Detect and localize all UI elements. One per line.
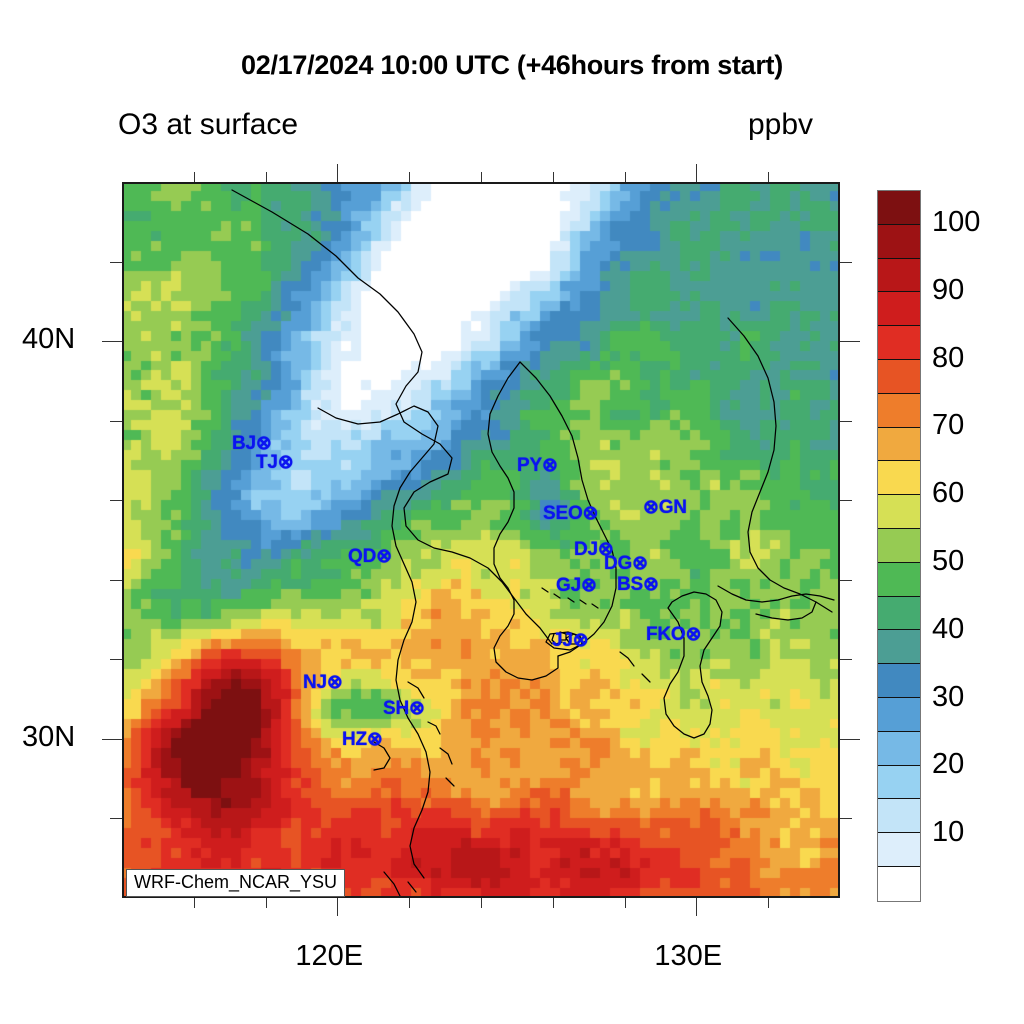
lon-tick bbox=[696, 164, 698, 182]
colorbar-band bbox=[878, 664, 920, 698]
city-marker-dg: DG⊗ bbox=[604, 553, 648, 574]
lat-tick bbox=[110, 420, 122, 422]
lat-tick bbox=[110, 659, 122, 661]
lon-tick bbox=[409, 172, 411, 182]
city-marker-py: PY⊗ bbox=[517, 455, 558, 476]
colorbar-band bbox=[878, 630, 920, 665]
city-marker-tj: TJ⊗ bbox=[256, 452, 294, 473]
lat-tick bbox=[840, 500, 852, 502]
lon-axis-label: 120E bbox=[295, 940, 364, 972]
lat-tick bbox=[110, 818, 122, 820]
colorbar-tick-label: 80 bbox=[932, 341, 965, 374]
lat-tick bbox=[110, 579, 122, 581]
colorbar-tick-label: 50 bbox=[932, 544, 965, 577]
model-tag: WRF-Chem_NCAR_YSU bbox=[126, 869, 346, 897]
lon-tick bbox=[193, 172, 195, 182]
colorbar-band bbox=[878, 562, 920, 597]
lon-tick bbox=[337, 898, 339, 916]
lon-axis-label: 130E bbox=[654, 940, 723, 972]
city-marker-jj: JJ⊗ bbox=[552, 630, 589, 651]
lat-axis-label: 40N bbox=[22, 323, 76, 356]
colorbar-band bbox=[878, 258, 920, 293]
colorbar-band bbox=[878, 697, 920, 732]
city-marker-sh: SH⊗ bbox=[383, 698, 425, 719]
colorbar-band bbox=[878, 224, 920, 259]
lat-tick bbox=[840, 818, 852, 820]
colorbar-tick-label: 20 bbox=[932, 748, 965, 781]
lon-tick bbox=[552, 898, 554, 908]
lon-tick bbox=[624, 172, 626, 182]
colorbar-band bbox=[878, 596, 920, 631]
lat-tick bbox=[102, 341, 122, 343]
lat-tick bbox=[840, 659, 852, 661]
lon-tick bbox=[624, 898, 626, 908]
ozone-heatmap-field bbox=[122, 182, 840, 898]
city-marker-hz: HZ⊗ bbox=[342, 729, 383, 750]
colorbar bbox=[877, 190, 921, 902]
city-marker-bs: BS⊗ bbox=[617, 574, 659, 595]
city-marker-nj: NJ⊗ bbox=[303, 672, 343, 693]
lon-tick bbox=[265, 172, 267, 182]
city-marker-seo: SEO⊗ bbox=[543, 503, 599, 524]
lat-tick bbox=[840, 261, 852, 263]
lat-tick bbox=[110, 261, 122, 263]
colorbar-tick-label: 10 bbox=[932, 816, 965, 849]
colorbar-tick-label: 60 bbox=[932, 477, 965, 510]
lon-tick bbox=[193, 898, 195, 908]
lat-tick bbox=[840, 341, 860, 343]
colorbar-band bbox=[878, 833, 920, 867]
colorbar-band bbox=[878, 292, 920, 327]
city-marker-qd: QD⊗ bbox=[348, 546, 392, 567]
colorbar-tick-label: 70 bbox=[932, 409, 965, 442]
lat-tick bbox=[840, 420, 852, 422]
colorbar-tick-label: 40 bbox=[932, 612, 965, 645]
colorbar-band bbox=[878, 731, 920, 766]
colorbar-band bbox=[878, 359, 920, 394]
coastline-overlay bbox=[231, 189, 835, 897]
colorbar-band bbox=[878, 326, 920, 360]
lon-tick bbox=[552, 172, 554, 182]
lat-tick bbox=[102, 738, 122, 740]
lat-tick bbox=[110, 500, 122, 502]
lon-tick bbox=[481, 898, 482, 908]
city-marker-gj: GJ⊗ bbox=[556, 575, 597, 596]
colorbar-band bbox=[878, 495, 920, 529]
units-label: ppbv bbox=[748, 108, 814, 141]
colorbar-band bbox=[878, 765, 920, 800]
lat-axis-label: 30N bbox=[22, 720, 76, 753]
map-plot-area bbox=[122, 182, 840, 898]
colorbar-band bbox=[878, 799, 920, 834]
lon-tick bbox=[768, 898, 770, 908]
colorbar-band bbox=[878, 427, 920, 462]
lat-tick bbox=[840, 738, 860, 740]
lon-tick bbox=[337, 164, 339, 182]
lon-tick bbox=[265, 898, 267, 908]
lat-tick bbox=[840, 579, 852, 581]
colorbar-band bbox=[878, 866, 920, 901]
colorbar-band bbox=[878, 461, 920, 496]
city-marker-dj: DJ⊗ bbox=[574, 539, 614, 560]
colorbar-band bbox=[878, 393, 920, 428]
variable-label: O3 at surface bbox=[118, 108, 299, 141]
colorbar-band bbox=[878, 191, 920, 225]
city-marker-bj: BJ⊗ bbox=[232, 433, 272, 454]
lon-tick bbox=[696, 898, 698, 916]
lon-tick bbox=[481, 172, 482, 182]
colorbar-tick-label: 30 bbox=[932, 680, 965, 713]
colorbar-tick-label: 90 bbox=[932, 273, 965, 306]
city-marker-fko: FKO⊗ bbox=[646, 624, 702, 645]
colorbar-band bbox=[878, 528, 920, 563]
colorbar-tick-label: 100 bbox=[932, 205, 981, 238]
page-title: 02/17/2024 10:00 UTC (+46hours from star… bbox=[241, 50, 783, 80]
city-marker-gn: ⊗GN bbox=[643, 497, 687, 518]
lon-tick bbox=[409, 898, 411, 908]
lon-tick bbox=[768, 172, 770, 182]
